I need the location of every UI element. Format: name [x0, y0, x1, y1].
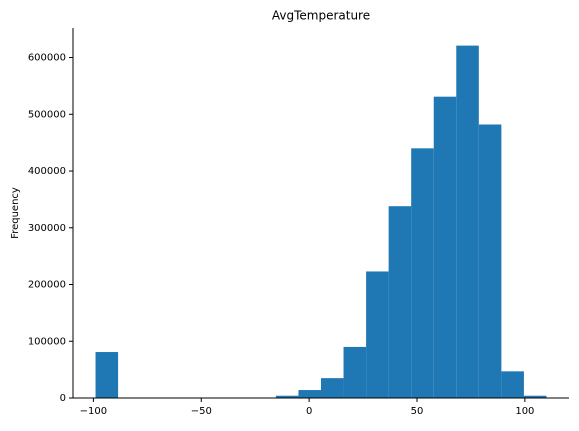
y-tick-label: 600000 — [28, 53, 66, 64]
y-tick-label: 300000 — [28, 223, 66, 234]
bar — [501, 371, 524, 398]
bar — [366, 271, 389, 398]
y-tick-label: 100000 — [28, 336, 66, 347]
y-tick-label: 0 — [60, 393, 66, 404]
x-tick-label: 50 — [411, 406, 424, 417]
bar — [433, 96, 457, 398]
bar — [298, 390, 321, 398]
y-tick-label: 200000 — [28, 280, 66, 291]
x-tick-label: −100 — [80, 406, 107, 417]
bar — [321, 378, 344, 398]
bar — [411, 148, 434, 398]
bar — [456, 45, 479, 398]
bar — [478, 124, 502, 398]
bar — [523, 395, 547, 398]
chart-title: AvgTemperature — [272, 9, 370, 23]
bar — [275, 395, 299, 398]
bar — [95, 352, 119, 398]
x-tick-label: 100 — [515, 406, 534, 417]
y-axis-label: Frequency — [10, 187, 21, 239]
bar — [343, 346, 367, 398]
bar — [388, 206, 412, 398]
y-tick-label: 500000 — [28, 109, 66, 120]
x-tick-label: 0 — [306, 406, 312, 417]
x-tick-label: −50 — [191, 406, 212, 417]
y-tick-label: 400000 — [28, 166, 66, 177]
